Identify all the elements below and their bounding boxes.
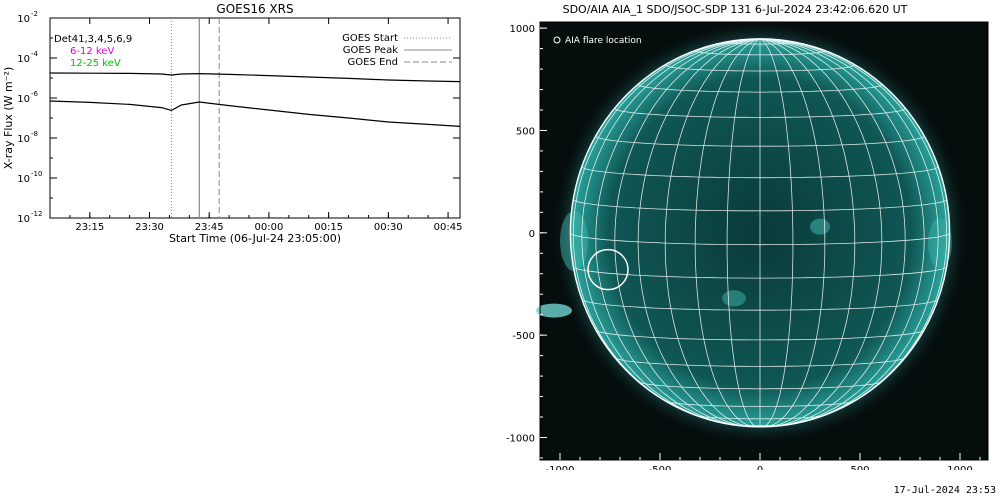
y-tick-label: 0 xyxy=(529,229,535,240)
band-label: 6-12 keV xyxy=(70,46,114,57)
longitude-line xyxy=(759,38,794,427)
longitude-line xyxy=(759,38,939,427)
longitude-line xyxy=(664,38,761,427)
x-tick-label: 00:45 xyxy=(434,222,463,233)
y-tick-label: 10 xyxy=(17,14,30,25)
longitude-line xyxy=(726,38,761,427)
y-tick-label: 10 xyxy=(17,94,30,105)
longitude-line xyxy=(595,38,761,427)
longitude-line xyxy=(759,38,826,427)
legend-label: GOES Peak xyxy=(343,45,398,56)
active-region-south xyxy=(722,290,746,307)
y-tick-label: 10 xyxy=(17,134,30,145)
x-tick-label: 00:00 xyxy=(255,222,284,233)
x-axis-label: Start Time (06-Jul-24 23:05:00) xyxy=(169,232,341,245)
y-tick-label: 1000 xyxy=(510,24,535,35)
limb-loop-west xyxy=(536,303,572,318)
legend-label: AIA flare location xyxy=(565,36,642,46)
longitude-line xyxy=(637,38,761,427)
x-tick-label: 23:45 xyxy=(195,222,224,233)
legend-label: GOES End xyxy=(348,57,398,68)
y-tick-label: 10 xyxy=(17,54,30,65)
aia-sun-image: SDO/AIA AIA_1 SDO/JSOC-SDP 131 6-Jul-202… xyxy=(506,3,989,470)
y-axis-label: X-ray Flux (W m⁻²) xyxy=(2,67,15,169)
longitude-line xyxy=(614,38,761,427)
y-tick-exponent: -6 xyxy=(31,90,39,98)
active-region-center xyxy=(810,218,830,235)
band-label: 12-25 keV xyxy=(70,58,121,69)
image-frame xyxy=(539,21,989,461)
longitude-line xyxy=(759,38,925,427)
footer-timestamp: 17-Jul-2024 23:53 xyxy=(893,485,996,496)
x-tick-label: 23:15 xyxy=(75,222,104,233)
longitude-line xyxy=(759,38,883,427)
legend-label: GOES Start xyxy=(342,33,398,44)
y-tick-exponent: -4 xyxy=(31,50,39,58)
y-tick-exponent: -12 xyxy=(31,210,42,218)
x-tick-label: 00:30 xyxy=(374,222,403,233)
y-tick-label: -1000 xyxy=(506,433,535,444)
series-line-1 xyxy=(49,72,461,83)
series-line-2 xyxy=(49,100,461,127)
longitude-line xyxy=(581,38,761,427)
x-tick-label: 23:30 xyxy=(135,222,164,233)
x-tick-label: 500 xyxy=(850,465,869,470)
x-tick-label: 00:15 xyxy=(314,222,343,233)
y-tick-label: 500 xyxy=(516,126,535,137)
flare-location-circle xyxy=(587,248,629,291)
goes-xrs-chart: GOES16 XRS 23:15 23:30 23:45 00:00 00:15 00:30… xyxy=(2,2,463,245)
solar-limb xyxy=(569,38,951,428)
y-tick-label: 10 xyxy=(17,174,30,185)
y-tick-label: 10 xyxy=(17,214,30,225)
y-tick-label: -500 xyxy=(512,331,535,342)
longitude-line xyxy=(694,38,761,427)
active-region-east xyxy=(928,218,952,269)
longitude-line xyxy=(759,38,856,427)
active-region-limb xyxy=(560,211,588,271)
chart-title: GOES16 XRS xyxy=(216,2,293,16)
x-tick-label: -500 xyxy=(649,465,672,470)
y-tick-exponent: -2 xyxy=(31,10,38,18)
detector-label: Det41,3,4,5,6,9 xyxy=(54,34,132,45)
longitude-line xyxy=(759,38,906,427)
x-tick-label: 1000 xyxy=(947,465,972,470)
image-title: SDO/AIA AIA_1 SDO/JSOC-SDP 131 6-Jul-202… xyxy=(563,3,908,16)
x-tick-label: -1000 xyxy=(545,465,574,470)
y-tick-exponent: -8 xyxy=(31,130,38,138)
legend-circle-icon xyxy=(553,36,561,44)
x-tick-label: 0 xyxy=(757,465,763,470)
y-tick-exponent: -10 xyxy=(31,170,42,178)
helio-grid xyxy=(570,38,950,427)
